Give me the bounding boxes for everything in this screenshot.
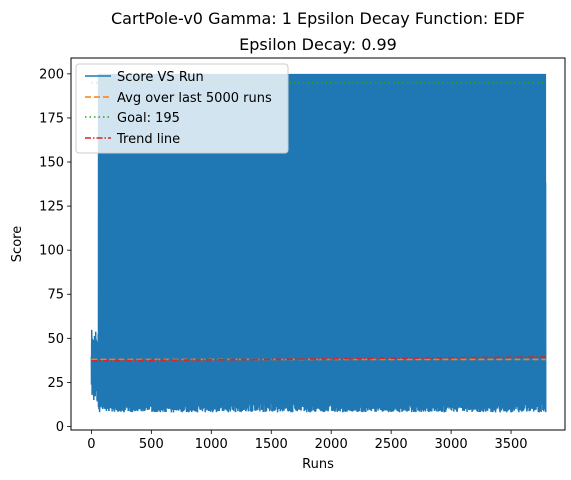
x-tick-label: 2000 <box>315 437 348 452</box>
legend: Score VS Run Avg over last 5000 runs Goa… <box>76 64 288 153</box>
x-tick-label: 3500 <box>494 437 527 452</box>
x-tick-label: 3000 <box>435 437 468 452</box>
x-tick-label: 0 <box>87 437 95 452</box>
legend-label-average: Avg over last 5000 runs <box>117 91 272 106</box>
chart-title: CartPole-v0 Gamma: 1 Epsilon Decay Funct… <box>111 9 525 28</box>
y-tick-label: 100 <box>39 244 64 259</box>
y-tick-label: 75 <box>47 288 64 303</box>
y-tick-label: 0 <box>56 420 64 435</box>
y-tick-label: 50 <box>47 332 64 347</box>
legend-label-goal: Goal: 195 <box>117 111 180 126</box>
legend-label-trend: Trend line <box>116 132 180 147</box>
x-axis-label: Runs <box>302 457 334 472</box>
x-tick-label: 2500 <box>375 437 408 452</box>
y-tick-label: 150 <box>39 156 64 171</box>
y-tick-label: 125 <box>39 200 64 215</box>
x-tick-label: 500 <box>139 437 164 452</box>
y-axis-label: Score <box>10 226 25 262</box>
chart-subtitle: Epsilon Decay: 0.99 <box>239 35 397 54</box>
y-tick-label: 175 <box>39 111 64 126</box>
y-tick-label: 200 <box>39 67 64 82</box>
y-tick-label: 25 <box>47 376 64 391</box>
x-tick-label: 1500 <box>255 437 288 452</box>
legend-label-score: Score VS Run <box>117 70 204 85</box>
x-tick-label: 1000 <box>195 437 228 452</box>
